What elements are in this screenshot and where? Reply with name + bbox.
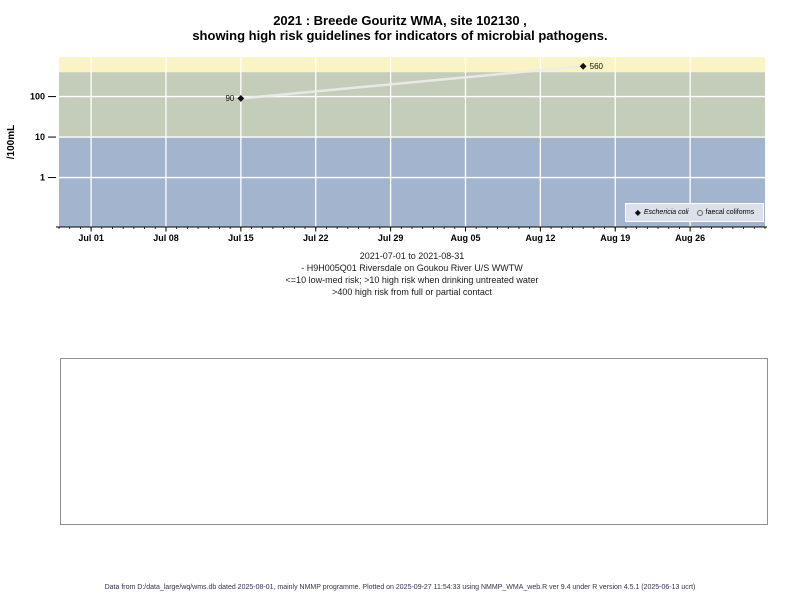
x-tick-label: Aug 12 [525,233,555,243]
legend-item-ecoli: ◆ Eschericia coli [634,207,689,217]
data-point-label: 90 [225,94,234,103]
caption-risk-guideline-2: >400 high risk from full or partial cont… [332,287,492,297]
x-tick-label: Aug 05 [450,233,480,243]
y-tick-label: 10 [35,132,45,142]
data-point-marker [237,95,245,102]
x-tick-label: Jul 29 [378,233,404,243]
caption-date-range: 2021-07-01 to 2021-08-31 [359,251,465,261]
caption-site-description: - H9H005Q01 Riversdale on Goukou River U… [301,263,523,273]
x-tick-label: Jul 08 [153,233,179,243]
y-axis-title: /100mL [6,125,17,159]
legend-item-faecal-coliforms: faecal coliforms [696,209,755,216]
empty-second-panel [60,358,768,525]
chart-title-line2: showing high risk guidelines for indicat… [192,28,608,43]
chart-title-line1: 2021 : Breede Gouritz WMA, site 102130 , [273,13,527,28]
x-tick-label: Jul 15 [228,233,254,243]
plot-svg: Jul 01 Jul 08 Jul 15 Jul 22 Jul 29 Aug 05 Aug … [6,57,767,243]
x-tick-label: Aug 19 [600,233,630,243]
series-line [240,65,584,100]
chart-caption: 2021-07-01 to 2021-08-31 - H9H005Q01 Riv… [59,250,765,298]
x-tick-label: Jul 22 [303,233,329,243]
chart-title: 2021 : Breede Gouritz WMA, site 102130 ,… [0,13,800,43]
risk-band-high-risk-full-or-partial-contact [59,57,765,73]
legend-label-ecoli: Eschericia coli [643,209,689,216]
y-tick-label: 100 [30,92,45,102]
footer-provenance-note: Data from D:/data_large/wq/wms.db dated … [104,584,696,591]
x-tick-label: Jul 01 [78,233,104,243]
filled-diamond-marker-icon: ◆ [634,207,641,217]
data-point-marker [579,62,587,70]
x-tick-label: Aug 26 [675,233,705,243]
caption-risk-guideline-1: <=10 low-med risk; >10 high risk when dr… [285,275,539,285]
legend: ◆ Eschericia coli faecal coliforms [625,203,764,222]
data-point-label: 560 [590,62,604,71]
legend-label-faecal-coliforms: faecal coliforms [705,209,755,216]
open-circle-marker-icon [696,209,703,216]
y-tick-label: 1 [40,173,45,183]
